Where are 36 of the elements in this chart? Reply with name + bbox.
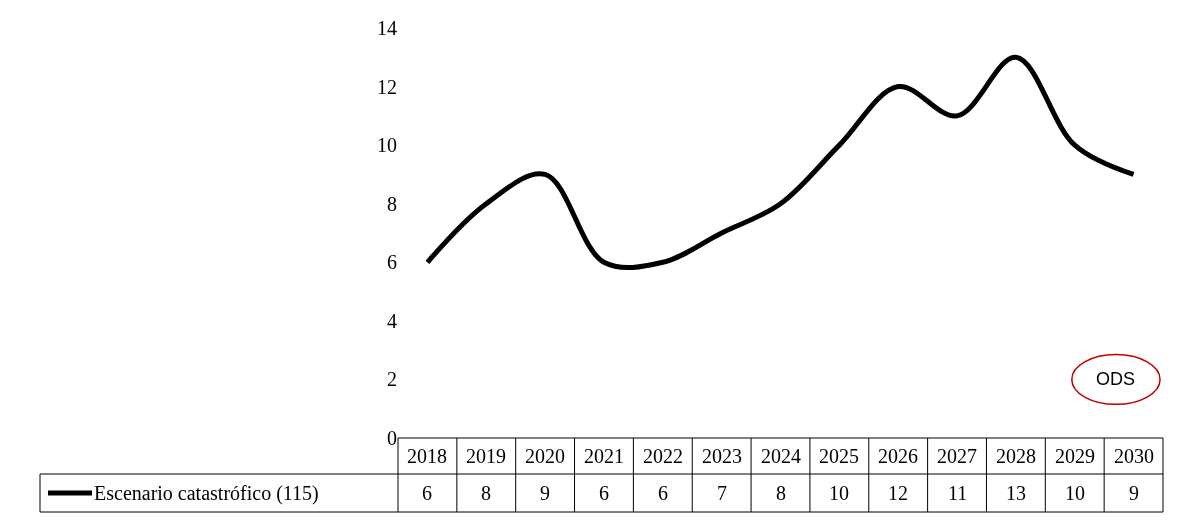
y-tick-label: 2: [387, 368, 397, 391]
data-label: 11: [948, 482, 968, 504]
annotation: ODS: [1096, 369, 1136, 389]
x-tick-label: 2029: [1055, 445, 1095, 467]
x-tick-label: 2024: [761, 445, 801, 467]
y-tick-label: 4: [387, 309, 397, 332]
y-tick-label: 8: [387, 192, 397, 215]
x-tick-label: 2028: [996, 445, 1036, 467]
x-tick-label: 2020: [525, 445, 565, 467]
data-label: 8: [481, 482, 491, 504]
data-label: 13: [1006, 482, 1026, 504]
x-tick-label: 2019: [466, 445, 506, 467]
data-label: 10: [829, 482, 849, 504]
y-tick-label: 12: [377, 75, 397, 98]
data-label: 12: [888, 482, 908, 504]
y-tick-label: 10: [377, 134, 397, 157]
data-label: 9: [1129, 482, 1139, 504]
x-tick-label: 2021: [584, 445, 624, 467]
x-tick-label: 2027: [937, 445, 977, 467]
legend-label: Escenario catastrófico (115): [94, 482, 319, 505]
x-tick-label: 2030: [1114, 445, 1154, 467]
x-tick-label: 2023: [702, 445, 742, 467]
data-label: 7: [717, 482, 727, 504]
data-label: 6: [658, 482, 668, 504]
data-label: 6: [422, 482, 432, 504]
x-tick-label: 2025: [819, 445, 859, 467]
data-label: 6: [599, 482, 609, 504]
y-tick-label: 14: [377, 17, 397, 39]
x-tick-label: 2018: [407, 445, 447, 467]
x-tick-label: 2026: [878, 445, 918, 467]
x-tick-label: 2022: [643, 445, 683, 467]
data-label: 8: [776, 482, 786, 504]
data-label: 10: [1065, 482, 1085, 504]
y-tick-label: 0: [387, 427, 397, 449]
y-tick-label: 6: [387, 251, 397, 274]
data-label: 9: [540, 482, 550, 504]
